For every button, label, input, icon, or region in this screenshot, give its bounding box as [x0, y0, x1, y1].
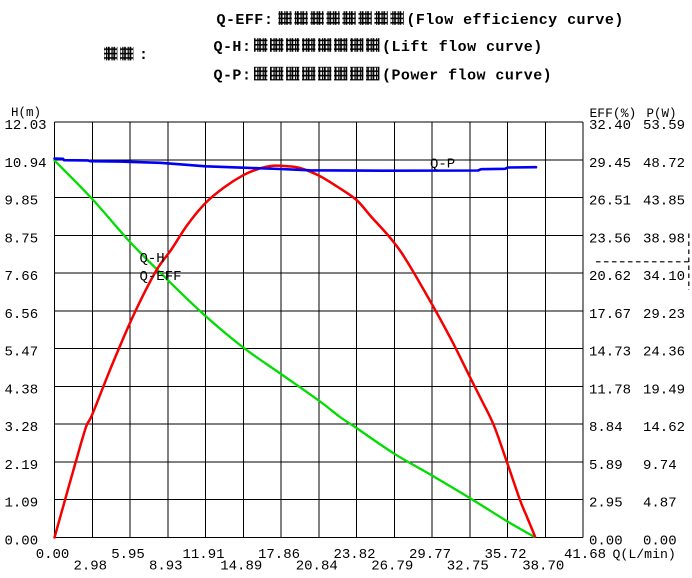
svg-text:0.00: 0.00	[36, 547, 70, 563]
svg-text:29.77: 29.77	[409, 547, 451, 563]
svg-text:14.89: 14.89	[220, 559, 262, 575]
svg-text:0.00: 0.00	[643, 534, 677, 550]
svg-text:4.38: 4.38	[5, 382, 39, 398]
svg-text::: :	[264, 12, 273, 29]
svg-text:43.85: 43.85	[643, 194, 685, 210]
svg-text:35.72: 35.72	[484, 547, 526, 563]
svg-text:5.89: 5.89	[589, 458, 623, 474]
svg-text::: :	[139, 47, 148, 64]
svg-text:41.68: 41.68	[564, 547, 606, 563]
svg-text:7.66: 7.66	[5, 269, 39, 285]
svg-text:20.62: 20.62	[589, 269, 631, 285]
svg-text:Q-H: Q-H	[140, 251, 165, 267]
svg-text:14.62: 14.62	[643, 420, 685, 436]
svg-text:1.09: 1.09	[5, 496, 39, 512]
svg-text:14.73: 14.73	[589, 345, 631, 361]
svg-text:20.84: 20.84	[296, 559, 338, 575]
svg-text:2.19: 2.19	[5, 458, 39, 474]
svg-text:P(W): P(W)	[647, 107, 677, 121]
svg-text:Q-EFF: Q-EFF	[140, 269, 182, 285]
svg-text:17.86: 17.86	[258, 547, 300, 563]
svg-text:4.87: 4.87	[643, 496, 677, 512]
svg-text:H(m): H(m)	[11, 106, 41, 120]
svg-text:5.95: 5.95	[111, 547, 145, 563]
svg-text:32.75: 32.75	[447, 559, 489, 575]
svg-text:29.45: 29.45	[589, 156, 631, 172]
svg-text:9.85: 9.85	[5, 194, 39, 210]
svg-text:26.79: 26.79	[371, 559, 413, 575]
svg-text:11.78: 11.78	[589, 382, 631, 398]
svg-text:53.59: 53.59	[643, 118, 685, 134]
svg-text:12.03: 12.03	[5, 118, 47, 134]
svg-text:26.51: 26.51	[589, 194, 631, 210]
svg-text:23.82: 23.82	[333, 547, 375, 563]
svg-text:34.10: 34.10	[643, 269, 685, 285]
svg-text:38.98: 38.98	[643, 231, 685, 247]
svg-text:29.23: 29.23	[643, 307, 685, 323]
svg-text:(Flow efficiency curve): (Flow efficiency curve)	[406, 12, 623, 29]
svg-text:Q-P: Q-P	[214, 68, 242, 85]
svg-text:32.40: 32.40	[589, 118, 631, 134]
svg-text:Q-EFF: Q-EFF	[217, 12, 264, 29]
svg-text:11.91: 11.91	[182, 547, 224, 563]
svg-text::: :	[242, 68, 251, 85]
svg-text:24.36: 24.36	[643, 345, 685, 361]
svg-text:2.95: 2.95	[589, 496, 623, 512]
svg-text:0.00: 0.00	[5, 534, 39, 550]
svg-text:8.93: 8.93	[149, 559, 183, 575]
svg-text:23.56: 23.56	[589, 231, 631, 247]
svg-text:5.47: 5.47	[5, 345, 39, 361]
svg-text::: :	[242, 39, 251, 56]
svg-text:19.49: 19.49	[643, 382, 685, 398]
svg-text:48.72: 48.72	[643, 156, 685, 172]
svg-text:6.56: 6.56	[5, 307, 39, 323]
svg-text:9.74: 9.74	[643, 458, 677, 474]
svg-text:38.70: 38.70	[522, 559, 564, 575]
svg-text:Q-P: Q-P	[430, 157, 455, 173]
svg-text:0.00: 0.00	[589, 534, 623, 550]
svg-text:(Power flow curve): (Power flow curve)	[382, 68, 552, 85]
svg-text:3.28: 3.28	[5, 420, 39, 436]
svg-text:8.75: 8.75	[5, 231, 39, 247]
svg-text:2.98: 2.98	[73, 559, 107, 575]
svg-text:10.94: 10.94	[5, 156, 47, 172]
svg-text:EFF(%): EFF(%)	[590, 106, 637, 121]
svg-text:17.67: 17.67	[589, 307, 631, 323]
svg-text:(Lift flow curve): (Lift flow curve)	[382, 39, 543, 56]
svg-text:8.84: 8.84	[589, 420, 623, 436]
svg-text:Q(L/min): Q(L/min)	[613, 547, 676, 562]
svg-text:Q-H: Q-H	[214, 39, 242, 56]
